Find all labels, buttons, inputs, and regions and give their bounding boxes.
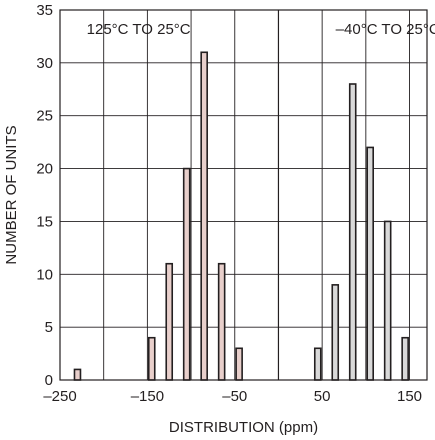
x-tick-label: 50: [314, 388, 331, 405]
x-tick-label: 150: [397, 388, 422, 405]
y-tick-label: 0: [45, 372, 53, 389]
x-tick-label: –50: [222, 388, 247, 405]
x-tick-label: –150: [131, 388, 164, 405]
annotation: –40°C TO 25°C: [336, 21, 435, 38]
bar: [73, 368, 82, 381]
bar: [182, 167, 191, 381]
y-tick-label: 30: [36, 55, 53, 72]
bar: [366, 146, 375, 381]
y-tick-label: 20: [36, 161, 53, 178]
bar: [165, 262, 174, 381]
tick-labels: 0 5 10 15 20 25 30 35 –250 –150 –50 50 150: [36, 2, 422, 405]
y-tick-label: 35: [36, 2, 53, 19]
y-tick-label: 5: [45, 319, 53, 336]
annotations: 125°C TO 25°C –40°C TO 25°C: [87, 21, 435, 38]
grid: [60, 10, 427, 380]
bar: [383, 220, 392, 381]
bars: [73, 51, 409, 381]
y-tick-label: 25: [36, 108, 53, 125]
bar: [200, 51, 208, 381]
y-axis-label: NUMBER OF UNITS: [3, 125, 20, 264]
annotation: 125°C TO 25°C: [87, 21, 191, 38]
y-tick-label: 15: [36, 213, 53, 230]
bar: [147, 336, 156, 381]
bar: [235, 347, 243, 381]
plot-frame: [59, 9, 428, 381]
bar: [331, 284, 340, 381]
bar: [313, 347, 322, 381]
y-tick-label: 10: [36, 266, 53, 283]
x-axis-label: DISTRIBUTION (ppm): [169, 419, 318, 436]
bar: [217, 262, 226, 381]
bar: [401, 336, 409, 381]
bar: [348, 83, 357, 381]
x-tick-label: –250: [43, 388, 76, 405]
